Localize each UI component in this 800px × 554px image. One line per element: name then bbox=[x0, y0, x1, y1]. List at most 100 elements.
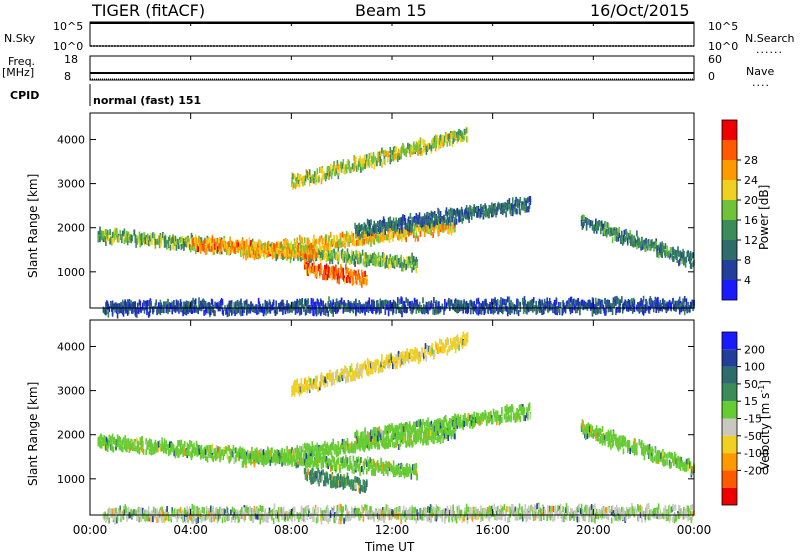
data-cell bbox=[226, 243, 229, 250]
data-cell bbox=[455, 218, 458, 225]
data-cell bbox=[373, 251, 376, 258]
data-cell bbox=[333, 162, 335, 169]
data-cell bbox=[445, 207, 448, 214]
data-cell bbox=[344, 168, 346, 175]
data-cell bbox=[458, 306, 460, 313]
data-cell bbox=[406, 147, 408, 154]
data-cell bbox=[253, 461, 256, 468]
data-cell bbox=[431, 224, 433, 231]
data-cell bbox=[353, 467, 355, 474]
data-cell bbox=[380, 301, 382, 308]
data-cell bbox=[593, 307, 595, 314]
data-cell bbox=[461, 131, 464, 138]
data-cell bbox=[319, 306, 321, 313]
data-cell bbox=[211, 454, 214, 461]
data-cell bbox=[327, 310, 329, 317]
data-cell bbox=[205, 307, 208, 314]
data-cell bbox=[272, 304, 274, 310]
data-cell bbox=[398, 298, 401, 305]
data-cell bbox=[594, 225, 596, 232]
data-cell bbox=[683, 299, 685, 306]
data-cell bbox=[316, 168, 319, 175]
data-cell bbox=[627, 305, 630, 312]
data-cell bbox=[490, 304, 492, 311]
data-cell bbox=[241, 242, 244, 249]
data-cell bbox=[169, 303, 172, 309]
data-cell bbox=[264, 299, 267, 306]
data-cell bbox=[449, 225, 451, 232]
data-cell bbox=[319, 248, 321, 255]
data-cell bbox=[359, 233, 361, 240]
data-cell bbox=[306, 302, 308, 309]
data-cell bbox=[334, 270, 336, 277]
data-cell bbox=[336, 165, 339, 172]
data-cell bbox=[114, 302, 116, 309]
data-cell bbox=[494, 208, 496, 215]
data-cell bbox=[103, 435, 105, 442]
data-cell bbox=[220, 240, 223, 247]
data-cell bbox=[336, 241, 339, 248]
data-cell bbox=[663, 245, 665, 252]
data-cell bbox=[307, 461, 309, 467]
data-cell bbox=[100, 433, 102, 440]
data-cell bbox=[392, 460, 395, 467]
data-cell bbox=[308, 307, 311, 314]
data-cell bbox=[114, 438, 116, 445]
data-cell bbox=[147, 442, 149, 448]
data-cell bbox=[347, 251, 350, 258]
data-cell bbox=[414, 235, 417, 242]
data-cell bbox=[473, 210, 475, 217]
data-cell bbox=[302, 175, 304, 182]
data-cell bbox=[320, 460, 323, 467]
data-cell bbox=[353, 165, 355, 172]
data-cell bbox=[349, 277, 351, 284]
freq-label-1: Freq. bbox=[8, 55, 36, 68]
data-cell bbox=[496, 206, 498, 213]
data-cell bbox=[642, 243, 644, 250]
data-cell bbox=[307, 270, 309, 276]
data-cell bbox=[368, 260, 371, 267]
data-cell bbox=[298, 300, 300, 307]
data-cell bbox=[314, 271, 317, 278]
data-cell bbox=[308, 460, 310, 467]
data-cell bbox=[140, 306, 142, 313]
data-cell bbox=[308, 265, 311, 271]
data-cell bbox=[155, 446, 157, 453]
data-cell bbox=[363, 256, 366, 263]
data-cell bbox=[408, 301, 411, 308]
data-cell bbox=[442, 216, 444, 222]
data-cell bbox=[427, 212, 429, 219]
data-cell bbox=[375, 233, 377, 240]
data-cell bbox=[216, 302, 219, 309]
data-cell bbox=[252, 451, 255, 458]
data-cell bbox=[690, 263, 693, 269]
data-cell bbox=[215, 444, 218, 451]
data-cell bbox=[363, 462, 366, 469]
data-cell bbox=[326, 274, 329, 281]
data-cell bbox=[428, 302, 431, 309]
data-cell bbox=[636, 243, 638, 250]
data-cell bbox=[252, 249, 255, 255]
data-cell bbox=[99, 236, 101, 243]
data-cell bbox=[303, 299, 306, 305]
data-cell bbox=[328, 458, 330, 465]
data-cell bbox=[323, 171, 325, 178]
data-cell bbox=[361, 278, 364, 285]
data-cell bbox=[357, 269, 360, 276]
data-cell bbox=[311, 246, 314, 253]
data-cell bbox=[407, 466, 410, 473]
nsearch-legend-dots: ...... bbox=[756, 43, 783, 56]
data-cell bbox=[353, 258, 355, 265]
data-cell bbox=[463, 134, 465, 141]
data-cell bbox=[137, 237, 140, 244]
data-cell bbox=[405, 464, 407, 471]
data-cell bbox=[410, 473, 413, 480]
data-cell bbox=[583, 219, 585, 226]
data-cell bbox=[607, 301, 610, 308]
data-cell bbox=[144, 304, 147, 311]
data-cell bbox=[157, 307, 160, 314]
data-cell bbox=[148, 240, 151, 247]
data-cell bbox=[348, 254, 350, 261]
colorbar-tick-label: 24 bbox=[744, 174, 758, 187]
data-cell bbox=[306, 172, 308, 179]
